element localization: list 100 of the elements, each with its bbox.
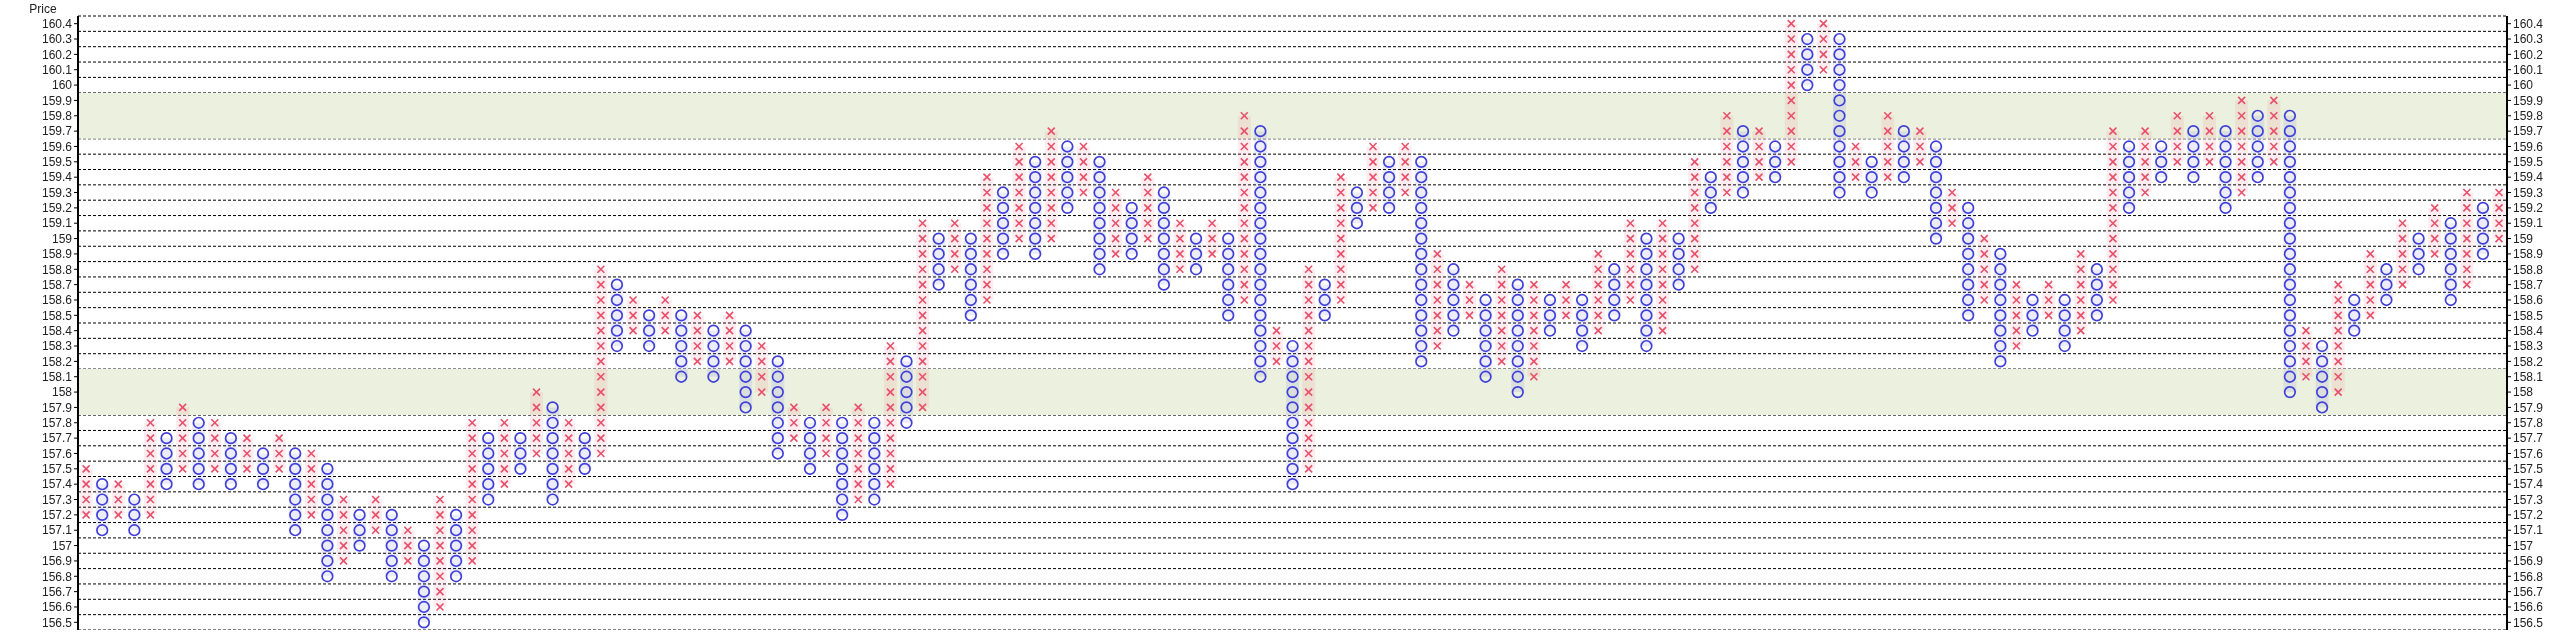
bar <box>272 438 286 469</box>
bar <box>304 453 318 515</box>
y-tick-label: 158.9 <box>41 247 73 262</box>
y-tick-label: 160.4 <box>41 16 73 31</box>
bar <box>948 223 962 270</box>
y-tick-label: 157.5 <box>41 462 73 477</box>
y-tick-label: 159.4 <box>41 170 73 185</box>
bar <box>819 407 833 454</box>
bar <box>2492 192 2506 239</box>
y-tick-label: 156.8 <box>41 569 73 584</box>
y2-tick-label: 157.7 <box>2513 431 2544 446</box>
y-tick-label: 157.2 <box>41 508 73 523</box>
y-tick-label: 160 <box>51 78 73 93</box>
bar <box>851 407 865 500</box>
y2-tick-label: 159.5 <box>2513 155 2544 170</box>
y2-tick-label: 159.9 <box>2513 93 2544 108</box>
y2-tick-label: 157.1 <box>2513 523 2544 538</box>
y2-tick-label: 160.3 <box>2513 32 2544 47</box>
y-tick-label: 158.2 <box>41 354 73 369</box>
bar <box>2235 100 2249 193</box>
bar <box>1849 146 1863 178</box>
bar <box>111 484 125 515</box>
y2-tick-label: 158.3 <box>2513 339 2544 354</box>
y-axis-title: Price <box>28 2 58 16</box>
y2-tick-label: 159.6 <box>2513 139 2544 154</box>
y2-tick-label: 156.8 <box>2513 569 2544 584</box>
bar <box>1913 131 1927 162</box>
y-tick-label: 160.3 <box>41 32 73 47</box>
y2-tick-label: 160 <box>2513 78 2534 93</box>
bar <box>980 177 994 300</box>
y2-tick-label: 159 <box>2513 231 2534 246</box>
y2-tick-label: 157 <box>2513 538 2534 553</box>
y-tick-label: 159.5 <box>41 155 73 170</box>
y2-tick-label: 157.2 <box>2513 508 2544 523</box>
bar <box>1141 177 1155 239</box>
bar <box>176 407 190 469</box>
bar <box>1656 223 1670 331</box>
y-tick-label: 159.1 <box>41 216 73 231</box>
y-tick-label: 157.3 <box>41 492 73 507</box>
y-tick-label: 159.2 <box>41 201 73 216</box>
bar <box>240 438 254 469</box>
y2-tick-label: 159.8 <box>2513 109 2544 124</box>
y2-tick-label: 158.8 <box>2513 262 2544 277</box>
y2-tick-label: 156.6 <box>2513 600 2544 615</box>
y2-tick-label: 158.5 <box>2513 308 2544 323</box>
bar <box>1076 146 1090 193</box>
y2-tick-label: 156.9 <box>2513 554 2544 569</box>
y-tick-label: 160.2 <box>41 47 73 62</box>
y2-tick-label: 159.3 <box>2513 185 2544 200</box>
y-tick-label: 158.3 <box>41 339 73 354</box>
bar <box>401 530 415 561</box>
bar <box>2106 131 2120 300</box>
y-tick-label: 158.8 <box>41 262 73 277</box>
y-tick-label: 157 <box>51 538 73 553</box>
y2-tick-label: 156.5 <box>2513 615 2544 630</box>
y2-tick-label: 157.9 <box>2513 400 2544 415</box>
bar <box>626 299 640 331</box>
y2-tick-label: 160.4 <box>2513 16 2544 31</box>
y2-tick-label: 157.8 <box>2513 416 2544 431</box>
bar <box>1527 284 1541 377</box>
bar <box>1398 146 1412 193</box>
y-tick-label: 159.6 <box>41 139 73 154</box>
y2-tick-label: 157.4 <box>2513 477 2544 492</box>
y-tick-label: 157.4 <box>41 477 73 492</box>
y-tick-label: 159.7 <box>41 124 73 139</box>
y-tick-label: 159 <box>51 231 73 246</box>
bar <box>2331 284 2345 393</box>
y-tick-label: 160.1 <box>41 62 73 77</box>
y-tick-label: 158.1 <box>41 369 73 384</box>
y2-tick-label: 159.7 <box>2513 124 2544 139</box>
y2-tick-label: 157.5 <box>2513 462 2544 477</box>
y-tick-label: 156.5 <box>41 615 73 630</box>
bar <box>2267 100 2281 162</box>
y-tick-label: 158.4 <box>41 323 73 338</box>
y2-tick-label: 157.3 <box>2513 492 2544 507</box>
y-tick-label: 157.8 <box>41 416 73 431</box>
y-tick-label: 159.9 <box>41 93 73 108</box>
bar <box>1044 131 1058 239</box>
bar <box>2138 131 2152 193</box>
y2-tick-label: 159.2 <box>2513 201 2544 216</box>
bar <box>2396 223 2410 285</box>
y-tick-label: 158.6 <box>41 293 73 308</box>
bar <box>1366 146 1380 208</box>
y-tick-label: 156.9 <box>41 554 73 569</box>
y2-tick-label: 157.6 <box>2513 446 2544 461</box>
y2-tick-label: 159.4 <box>2513 170 2544 185</box>
y-tick-label: 158.5 <box>41 308 73 323</box>
y-tick-label: 159.3 <box>41 185 73 200</box>
bar <box>2074 253 2088 331</box>
y2-tick-label: 160.2 <box>2513 47 2544 62</box>
bar <box>594 269 608 454</box>
y-tick-label: 157.9 <box>41 400 73 415</box>
bar <box>2170 115 2184 162</box>
y2-tick-label: 159.1 <box>2513 216 2544 231</box>
y-tick-label: 159.8 <box>41 109 73 124</box>
y-tick-label: 157.6 <box>41 446 73 461</box>
y2-tick-label: 158.9 <box>2513 247 2544 262</box>
y-tick-label: 158.7 <box>41 277 73 292</box>
y2-tick-label: 158 <box>2513 385 2534 400</box>
y-tick-label: 157.7 <box>41 431 73 446</box>
